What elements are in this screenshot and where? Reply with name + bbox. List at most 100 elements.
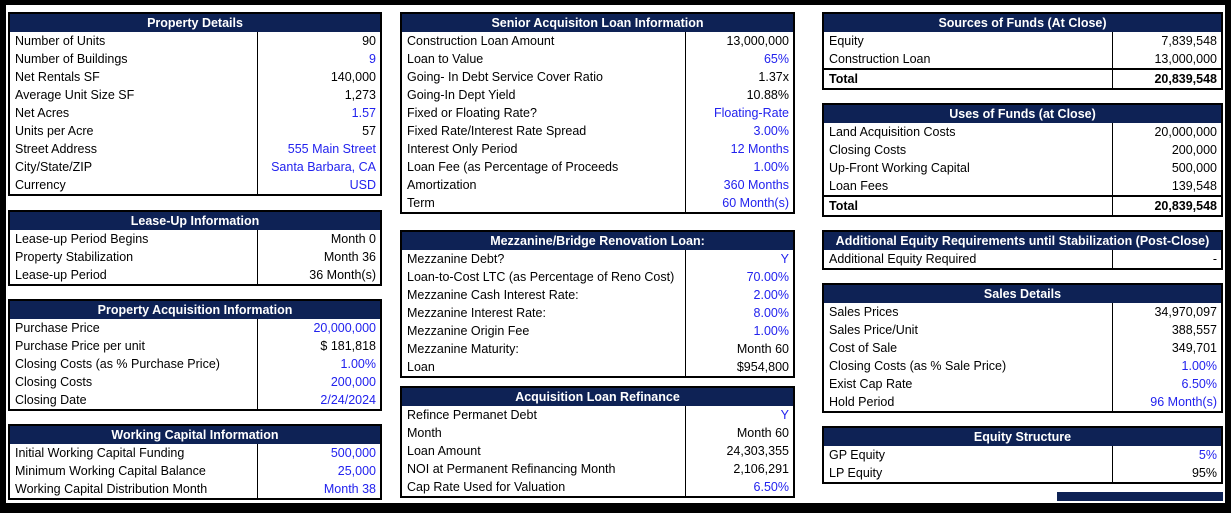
table-additional-equity: Additional Equity Requirements until Sta…	[822, 230, 1223, 270]
cell-value[interactable]: $954,800	[685, 358, 793, 376]
row-label: Exist Cap Rate	[829, 377, 913, 391]
cell-value[interactable]: 2.00%	[685, 286, 793, 304]
cell-value[interactable]: 25,000	[257, 462, 380, 480]
table-row: Property Stabilization Month 36	[10, 248, 380, 266]
cell-value[interactable]: 20,839,548	[1112, 70, 1221, 88]
table-row: Mezzanine Origin Fee 1.00%	[402, 322, 793, 340]
cell-value[interactable]: 20,839,548	[1112, 197, 1221, 215]
table-row: City/State/ZIP Santa Barbara, CA	[10, 158, 380, 176]
cell-value[interactable]: 2,106,291	[685, 460, 793, 478]
cell-value[interactable]: 500,000	[257, 444, 380, 462]
cell-value[interactable]: 7,839,548	[1112, 32, 1221, 50]
cell-value[interactable]: Santa Barbara, CA	[257, 158, 380, 176]
table-header: Property Details	[10, 14, 380, 32]
cell-value[interactable]: Floating-Rate	[685, 104, 793, 122]
cell-value[interactable]: 9	[257, 50, 380, 68]
table-row: Loan Fees 139,548	[824, 177, 1221, 195]
cell-value[interactable]: 10.88%	[685, 86, 793, 104]
cell-value[interactable]: 200,000	[1112, 141, 1221, 159]
row-label: Closing Costs (as % Sale Price)	[829, 359, 1007, 373]
row-label: Currency	[15, 178, 66, 192]
cell-value[interactable]: 1.37x	[685, 68, 793, 86]
table-row: Currency USD	[10, 176, 380, 194]
cell-value[interactable]: 3.00%	[685, 122, 793, 140]
table-row: Cost of Sale 349,701	[824, 339, 1221, 357]
row-label: Initial Working Capital Funding	[15, 446, 185, 460]
cell-value[interactable]: 36 Month(s)	[257, 266, 380, 284]
row-label: Loan	[407, 360, 435, 374]
cell-value[interactable]: 24,303,355	[685, 442, 793, 460]
cell-value[interactable]: 139,548	[1112, 177, 1221, 195]
table-row: Additional Equity Required -	[824, 250, 1221, 268]
cell-value[interactable]: 2/24/2024	[257, 391, 380, 409]
row-label: Minimum Working Capital Balance	[15, 464, 206, 478]
table-sources-of-funds: Sources of Funds (At Close) Equity 7,839,5…	[822, 12, 1223, 90]
row-label: Mezzanine Cash Interest Rate:	[407, 288, 579, 302]
cell-value[interactable]: 12 Months	[685, 140, 793, 158]
cell-value[interactable]: 1.00%	[685, 322, 793, 340]
cell-value[interactable]: 6.50%	[1112, 375, 1221, 393]
table-row: Average Unit Size SF 1,273	[10, 86, 380, 104]
cell-value[interactable]: 1,273	[257, 86, 380, 104]
cell-value[interactable]: 360 Months	[685, 176, 793, 194]
table-row: Sales Price/Unit 388,557	[824, 321, 1221, 339]
cell-value[interactable]: Y	[685, 250, 793, 268]
cell-value[interactable]: 5%	[1112, 446, 1221, 464]
cell-value[interactable]: 349,701	[1112, 339, 1221, 357]
cell-value[interactable]: -	[1112, 250, 1221, 268]
cell-value[interactable]: 60 Month(s)	[685, 194, 793, 212]
cell-value[interactable]: 6.50%	[685, 478, 793, 496]
cell-value[interactable]: 8.00%	[685, 304, 793, 322]
cell-value[interactable]: 13,000,000	[685, 32, 793, 50]
row-label: GP Equity	[829, 448, 886, 462]
cell-value[interactable]: 1.57	[257, 104, 380, 122]
table-header: Sources of Funds (At Close)	[824, 14, 1221, 32]
table-lease-up-information: Lease-Up Information Lease-up Period Begi…	[8, 210, 382, 286]
cell-value[interactable]: 20,000,000	[1112, 123, 1221, 141]
cell-value[interactable]: 95%	[1112, 464, 1221, 482]
cell-value[interactable]: $ 181,818	[257, 337, 380, 355]
cell-value[interactable]: Month 36	[257, 248, 380, 266]
cell-value[interactable]: USD	[257, 176, 380, 194]
row-label: Equity	[829, 34, 864, 48]
row-label: Closing Costs (as % Purchase Price)	[15, 357, 220, 371]
cell-value[interactable]: 388,557	[1112, 321, 1221, 339]
table-property-details: Property Details Number of Units 90 Number …	[8, 12, 382, 196]
cell-value[interactable]: Y	[685, 406, 793, 424]
cell-value[interactable]: 96 Month(s)	[1112, 393, 1221, 411]
row-label: Number of Units	[15, 34, 106, 48]
cell-value[interactable]: 13,000,000	[1112, 50, 1221, 68]
cell-value[interactable]: 1.00%	[1112, 357, 1221, 375]
cell-value[interactable]: 65%	[685, 50, 793, 68]
row-label: Mezzanine Maturity:	[407, 342, 519, 356]
next-section-header-partial	[1057, 492, 1223, 501]
table-row: Hold Period 96 Month(s)	[824, 393, 1221, 411]
cell-value[interactable]: 1.00%	[257, 355, 380, 373]
cell-value[interactable]: 34,970,097	[1112, 303, 1221, 321]
row-label: Loan Amount	[407, 444, 481, 458]
table-row: GP Equity 5%	[824, 446, 1221, 464]
cell-value[interactable]: 500,000	[1112, 159, 1221, 177]
table-header: Additional Equity Requirements until Sta…	[824, 232, 1221, 250]
table-row: Lease-up Period Begins Month 0	[10, 230, 380, 248]
cell-value[interactable]: Month 60	[685, 340, 793, 358]
cell-value[interactable]: 200,000	[257, 373, 380, 391]
cell-value[interactable]: 140,000	[257, 68, 380, 86]
cell-value[interactable]: 20,000,000	[257, 319, 380, 337]
cell-value[interactable]: Month 38	[257, 480, 380, 498]
row-label: Loan-to-Cost LTC (as Percentage of Reno …	[407, 270, 675, 284]
cell-value[interactable]: 70.00%	[685, 268, 793, 286]
cell-value[interactable]: 90	[257, 32, 380, 50]
table-row: Closing Date 2/24/2024	[10, 391, 380, 409]
cell-value[interactable]: 57	[257, 122, 380, 140]
table-row: Interest Only Period 12 Months	[402, 140, 793, 158]
cell-value[interactable]: 1.00%	[685, 158, 793, 176]
cell-value[interactable]: 555 Main Street	[257, 140, 380, 158]
table-row: Cap Rate Used for Valuation 6.50%	[402, 478, 793, 496]
cell-value[interactable]: Month 60	[685, 424, 793, 442]
row-label: Cost of Sale	[829, 341, 898, 355]
table-row: NOI at Permanent Refinancing Month 2,106,…	[402, 460, 793, 478]
cell-value[interactable]: Month 0	[257, 230, 380, 248]
table-header: Uses of Funds (at Close)	[824, 105, 1221, 123]
row-label: Sales Prices	[829, 305, 899, 319]
